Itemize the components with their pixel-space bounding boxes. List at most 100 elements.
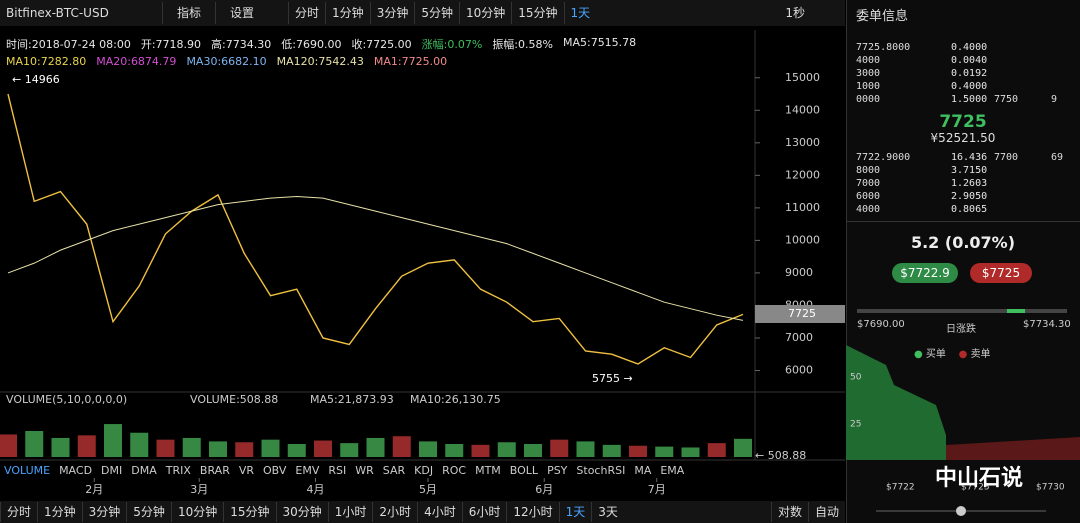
- period[interactable]: 30分钟: [275, 502, 328, 522]
- indicator-tab[interactable]: VOLUME: [4, 464, 51, 477]
- period[interactable]: 1分钟: [37, 502, 82, 522]
- indicator-tab[interactable]: DMI: [101, 464, 123, 477]
- period[interactable]: 6小时: [461, 502, 507, 522]
- timeframe[interactable]: 分时: [288, 2, 325, 24]
- period[interactable]: 3分钟: [81, 502, 127, 522]
- bottom-bar: 分时 1分钟 3分钟 5分钟 10分钟 15分钟 30分钟 1小时 2小时 4小时 6小时 12小时 1…: [0, 501, 845, 523]
- indicator-tab[interactable]: MTM: [475, 464, 501, 477]
- volume-bar: [576, 441, 595, 457]
- toolbar-button[interactable]: 指标: [162, 2, 215, 24]
- indicator-tab[interactable]: EMV: [295, 464, 320, 477]
- order-cell: 1000: [856, 81, 881, 92]
- y-tick-label: 11000: [785, 201, 820, 214]
- chart: 6000700080009000100001100012000130001400…: [0, 30, 845, 496]
- ma-item: MA10:7282.80: [6, 55, 87, 68]
- period[interactable]: 10分钟: [170, 502, 223, 522]
- range-label: 日涨跌: [946, 324, 976, 335]
- indicator-tab[interactable]: DMA: [131, 464, 157, 477]
- indicator-tab[interactable]: PSY: [547, 464, 568, 477]
- indicator-tab[interactable]: ROC: [442, 464, 467, 477]
- volume-title: VOLUME(5,10,0,0,0,0): [6, 393, 127, 406]
- panel-title: 委单信息: [856, 9, 909, 24]
- volume-bar: [734, 438, 752, 457]
- indicator-tab[interactable]: SAR: [382, 464, 406, 477]
- indicator-tab[interactable]: WR: [355, 464, 374, 477]
- volume-bar: [156, 439, 175, 457]
- period[interactable]: 1小时: [327, 502, 373, 522]
- order-cell: 69: [1051, 152, 1064, 163]
- indicator-tab[interactable]: EMA: [660, 464, 685, 477]
- period[interactable]: 4小时: [417, 502, 462, 522]
- timeframe[interactable]: 3分钟: [369, 2, 415, 24]
- option[interactable]: 自动: [807, 502, 845, 522]
- indicator-tab[interactable]: RSI: [328, 464, 347, 477]
- volume-bar: [707, 443, 726, 457]
- order-cell: 0.4000: [951, 42, 988, 53]
- ask-button[interactable]: $7725: [970, 263, 1032, 283]
- volume-bar: [340, 443, 359, 457]
- period[interactable]: 2小时: [372, 502, 417, 522]
- depth-xtick: $7725: [961, 483, 990, 493]
- toolbar-button[interactable]: 设置: [215, 2, 268, 24]
- x-tick-label: 4月: [307, 483, 325, 496]
- refresh[interactable]: 1秒: [785, 6, 805, 20]
- period[interactable]: 5分钟: [126, 502, 171, 522]
- timeframe[interactable]: 5分钟: [414, 2, 459, 24]
- high: $7734.30: [1023, 319, 1071, 330]
- period[interactable]: 分时: [0, 502, 37, 522]
- info-item: 开:7718.90: [140, 38, 202, 51]
- period[interactable]: 15分钟: [223, 502, 275, 522]
- y-tick-label: 7000: [785, 331, 813, 344]
- volume-bar: [550, 439, 569, 457]
- depth-chart: 50 25 $7722 $7725 $7730: [846, 345, 1080, 516]
- indicator-tab[interactable]: StochRSI: [576, 464, 626, 477]
- indicator-tab[interactable]: MACD: [59, 464, 93, 477]
- volume-bar: [51, 437, 70, 457]
- price-line: [7, 93, 744, 365]
- bid-button[interactable]: $7722.9: [892, 263, 958, 283]
- indicator-tab[interactable]: OBV: [263, 464, 287, 477]
- order-cell: 7725.8000: [856, 42, 911, 53]
- info-item: 低:7690.00: [281, 38, 342, 51]
- indicator-tab[interactable]: TRIX: [165, 464, 191, 477]
- period[interactable]: 3天: [591, 502, 624, 522]
- y-tick-label: 9000: [785, 266, 813, 279]
- ma-item: MA30:6682.10: [186, 55, 267, 68]
- volume-label: MA5:21,873.93: [310, 393, 394, 406]
- symbol[interactable]: Bitfinex-BTC-USD: [6, 6, 109, 20]
- volume-label: VOLUME:508.88: [190, 393, 278, 406]
- order-cell: 0.0040: [951, 55, 988, 66]
- order-cell: 1.2603: [951, 178, 988, 189]
- indicator-tab[interactable]: KDJ: [414, 464, 434, 477]
- order-cell: 7000: [856, 178, 881, 189]
- low: $7690.00: [857, 319, 905, 330]
- volume-label: MA10:26,130.75: [410, 393, 501, 406]
- y-tick-label: 14000: [785, 103, 820, 116]
- timeframe[interactable]: 10分钟: [458, 2, 511, 24]
- volume-bar: [655, 446, 674, 457]
- timeframe[interactable]: 15分钟: [511, 2, 563, 24]
- order-book: 7725.8000 0.4000 4000 0.0040 3000 0.0192 1000 0…: [846, 40, 1080, 220]
- indicator-tab[interactable]: MA: [634, 464, 652, 477]
- period[interactable]: 1天: [558, 502, 592, 522]
- volume-bar: [25, 431, 44, 457]
- timeframe[interactable]: 1天: [563, 2, 597, 24]
- annotation: 5755 →: [592, 372, 633, 385]
- x-tick-label: 7月: [648, 483, 666, 496]
- order-cell: 7722.9000: [856, 152, 911, 163]
- volume-bar: [130, 432, 149, 457]
- order-cell: 7750: [994, 94, 1019, 105]
- volume-bar: [77, 435, 96, 457]
- order-cell: 0.4000: [951, 81, 988, 92]
- x-tick-label: 2月: [85, 483, 103, 496]
- volume-bar: [445, 444, 464, 457]
- order-cell: 1.5000: [951, 94, 988, 105]
- price-tag: [755, 305, 845, 323]
- indicator-tab[interactable]: BOLL: [509, 464, 539, 477]
- period[interactable]: 12小时: [506, 502, 558, 522]
- option[interactable]: 对数: [770, 502, 808, 522]
- timeframe[interactable]: 1分钟: [325, 2, 370, 24]
- indicator-tab[interactable]: VR: [238, 464, 255, 477]
- toolbar: Bitfinex-BTC-USD 指标 设置 分时 1分钟 3分钟 5分钟 10分钟 15分…: [0, 0, 845, 26]
- indicator-tab[interactable]: BRAR: [199, 464, 230, 477]
